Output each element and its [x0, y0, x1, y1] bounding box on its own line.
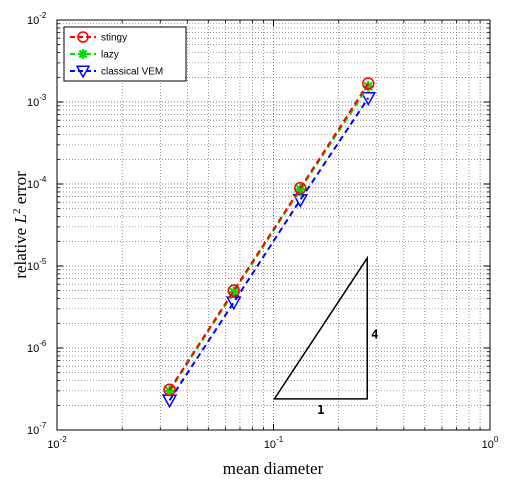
legend-item: lazy — [70, 49, 119, 61]
x-tick-label: 10-2 — [47, 435, 67, 451]
legend-item: classical VEM — [70, 65, 163, 79]
legend-label: lazy — [101, 50, 119, 61]
y-tick-label: 10-5 — [27, 257, 47, 273]
axis-ticks: 10-2 10-1 100 10-7 10-6 10-5 10-4 10-3 10-2 — [27, 11, 499, 451]
y-tick-label: 10-6 — [27, 339, 47, 355]
slope-rise-label: 4 — [371, 327, 378, 341]
series-group — [161, 77, 377, 409]
legend-label: stingy — [101, 33, 127, 44]
legend-item: stingy — [70, 31, 127, 44]
x-tick-label: 100 — [482, 435, 499, 451]
y-axis-label: relative L2 error — [11, 171, 30, 279]
grid — [57, 20, 490, 430]
marker-triangle-down — [75, 65, 91, 79]
y-tick-label: 10-3 — [27, 93, 47, 109]
slope-triangle-outline — [273, 255, 368, 400]
series-stingy — [163, 77, 375, 396]
marker-circle — [163, 383, 176, 396]
legend-label: classical VEM — [101, 67, 163, 78]
marker-circle — [294, 181, 307, 195]
marker-star-core — [166, 387, 173, 394]
y-tick-label: 10-4 — [27, 175, 47, 191]
marker-triangle-down — [360, 92, 377, 107]
y-tick-label: 10-2 — [27, 11, 47, 27]
marker-circle — [227, 284, 240, 297]
series-line — [168, 97, 370, 401]
slope-run-label: 1 — [317, 403, 324, 417]
marker-circle — [362, 77, 375, 90]
marker-circle — [77, 31, 89, 43]
x-tick-label: 10-1 — [264, 435, 284, 451]
series-lazy — [164, 80, 374, 397]
y-tick-label: 10-7 — [27, 421, 47, 437]
slope-triangle: 14 — [273, 255, 378, 417]
marker-star-core — [80, 51, 86, 57]
series-line — [168, 85, 370, 392]
legend: stingy lazy classical VEM — [63, 26, 187, 82]
series-line — [168, 82, 370, 391]
x-axis-label: mean diameter — [223, 459, 324, 478]
marker-star-core — [297, 186, 304, 193]
